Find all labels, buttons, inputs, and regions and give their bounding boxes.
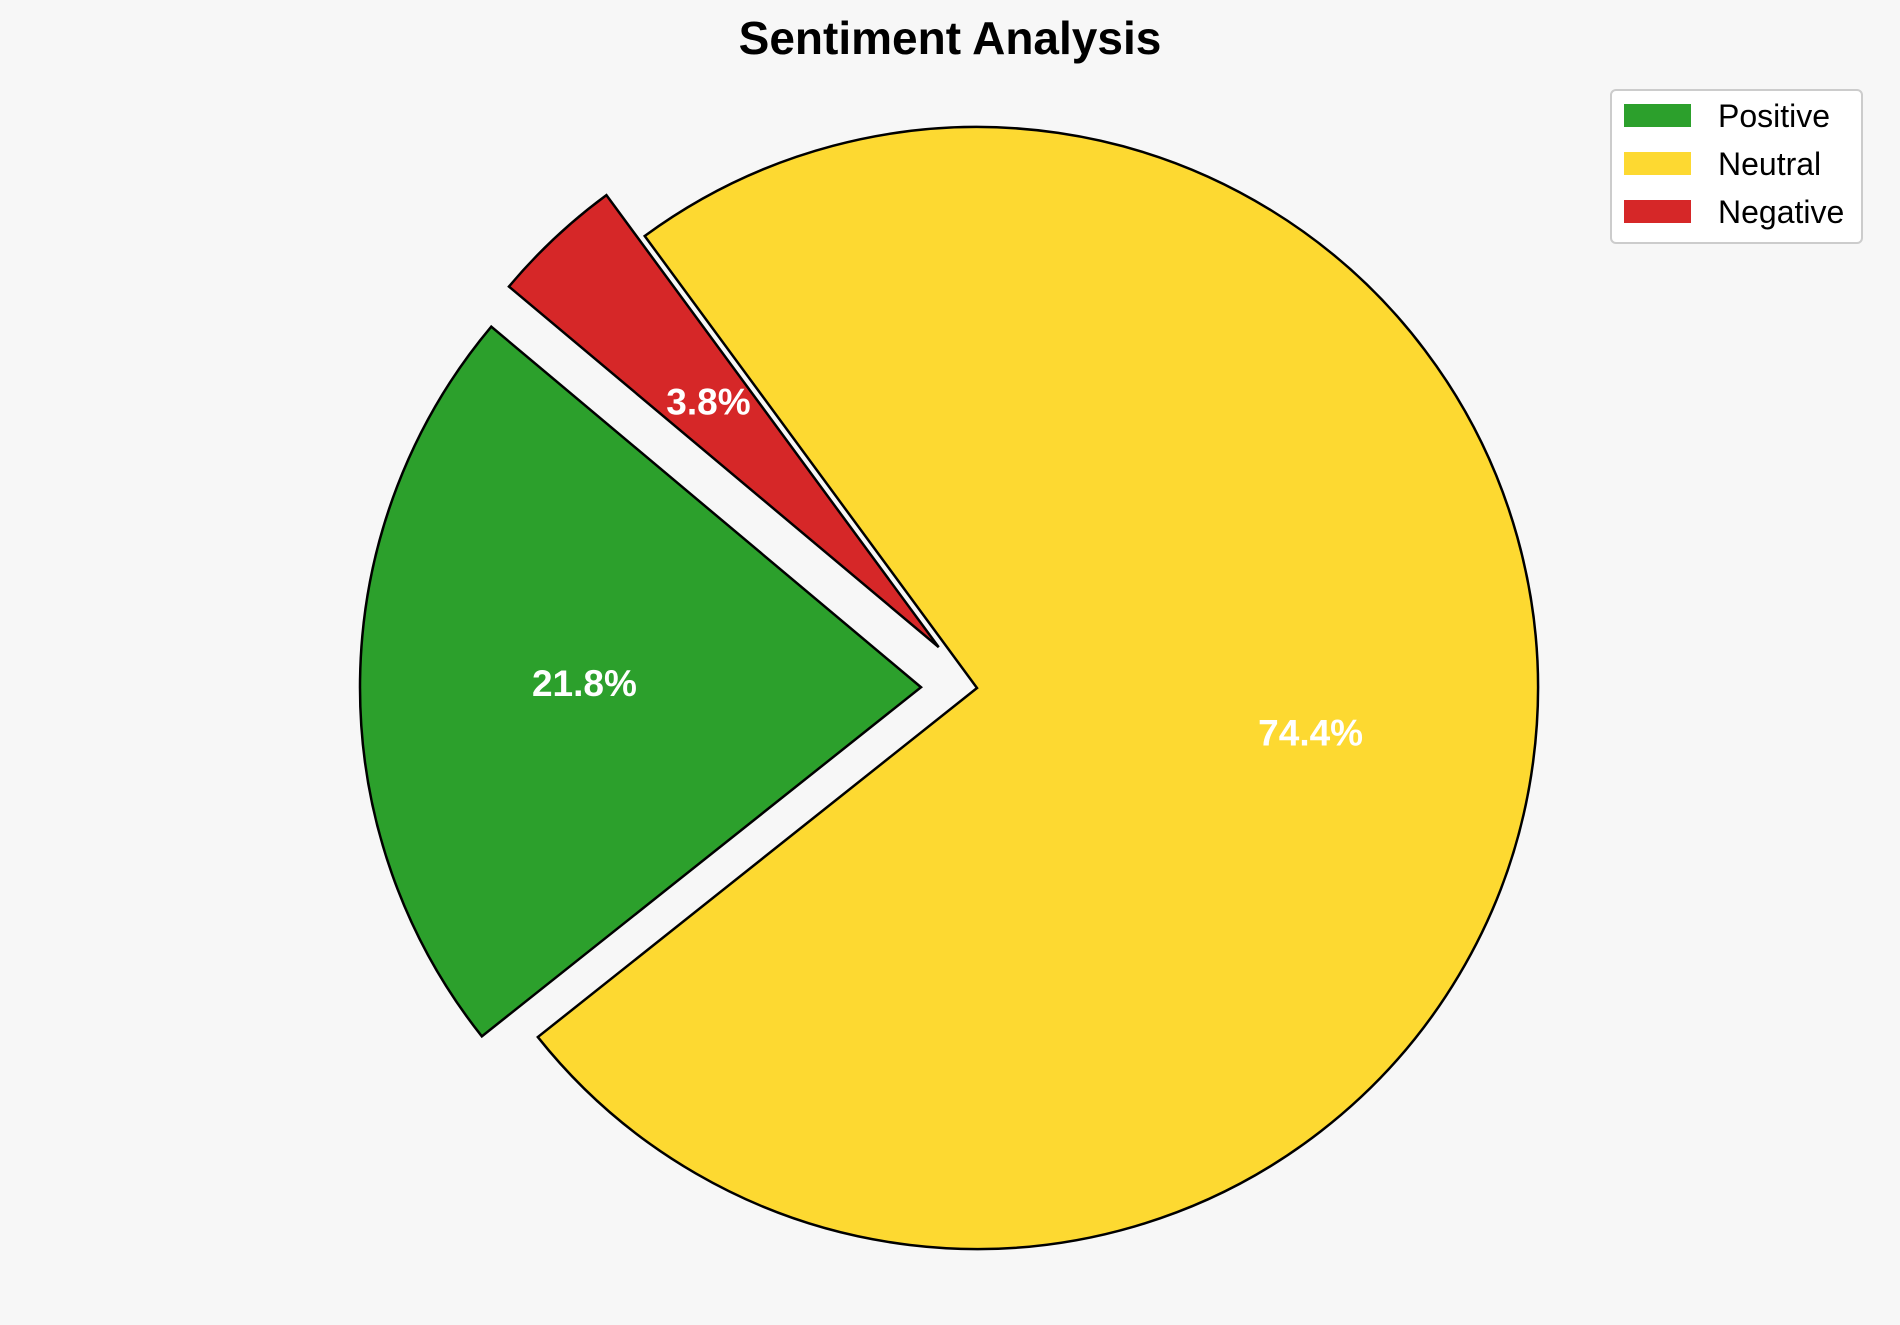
pie-slices: [358, 125, 1540, 1251]
chart-title: Sentiment Analysis: [739, 12, 1162, 64]
legend-label-neutral: Neutral: [1718, 146, 1821, 182]
pie-label-neutral: 74.4%: [1258, 713, 1363, 754]
legend: Positive Neutral Negative: [1610, 89, 1863, 244]
legend-swatch-positive: [1624, 104, 1691, 127]
pie-percentage-labels: 21.8% 74.4% 3.8%: [532, 382, 1363, 754]
legend-swatch-neutral: [1624, 152, 1691, 175]
legend-label-negative: Negative: [1718, 194, 1844, 230]
pie-label-positive: 21.8%: [532, 663, 637, 704]
legend-swatch-negative: [1624, 200, 1691, 223]
pie-slice-negative: [507, 193, 940, 649]
legend-label-positive: Positive: [1718, 98, 1830, 134]
pie-slice-positive: [358, 324, 923, 1039]
pie-label-negative: 3.8%: [666, 382, 750, 423]
pie-slice-neutral: [536, 125, 1540, 1251]
